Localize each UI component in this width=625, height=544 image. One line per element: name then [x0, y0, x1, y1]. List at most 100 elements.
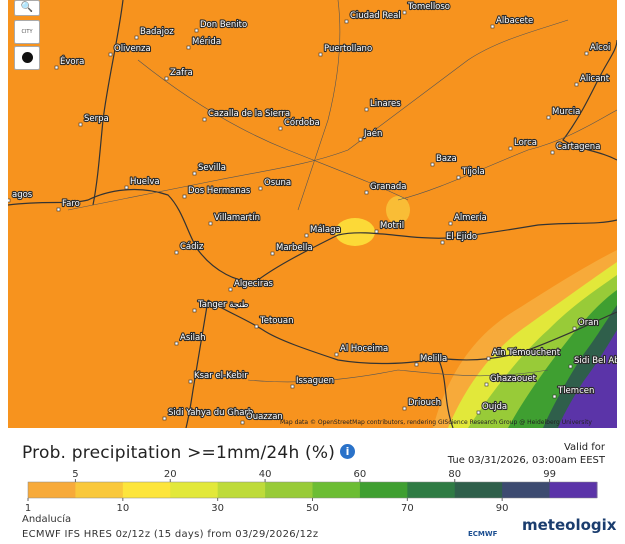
map[interactable]: Map data © OpenStreetMap contributors, r…: [8, 0, 617, 428]
city-label: Lorca: [514, 138, 537, 148]
city-marker: [574, 82, 579, 87]
city-marker: [164, 76, 169, 81]
borders: [8, 0, 617, 428]
city-label: agos: [12, 190, 33, 200]
tick-label: 30: [211, 503, 224, 512]
city-label: Almería: [454, 213, 487, 223]
city-marker: [182, 194, 187, 199]
city-marker: [572, 326, 577, 331]
colorbar-segment: [28, 482, 76, 498]
region: Andalucía: [22, 514, 72, 525]
city-marker: [364, 107, 369, 112]
city-label: Alcoi: [590, 43, 610, 53]
city-label: Ciudad Real: [350, 11, 401, 21]
city-label: Tlemcen: [557, 386, 594, 396]
city-label: Melilla: [420, 354, 447, 364]
prob-spot: [335, 218, 375, 246]
colorbar-segment: [170, 482, 219, 498]
city-marker: [490, 24, 495, 29]
city-label: Mérida: [192, 36, 221, 47]
city-marker: [134, 35, 139, 40]
city-label: Córdoba: [284, 117, 320, 128]
city-label: Murcia: [552, 107, 580, 117]
city-label: Olivenza: [114, 44, 151, 54]
city-label: Ouazzan: [246, 412, 283, 422]
city-marker: [358, 137, 363, 142]
city-marker: [258, 186, 263, 191]
city-label: Badajoz: [140, 27, 174, 37]
city-label: Granada: [370, 182, 407, 192]
zoom-button[interactable]: 🔍: [14, 0, 40, 16]
city-label: Málaga: [310, 225, 341, 235]
tick-label: 40: [259, 469, 272, 480]
city-marker: [174, 250, 179, 255]
tick-label: 99: [543, 469, 556, 480]
city-marker: [364, 190, 369, 195]
tick-label: 90: [496, 503, 509, 512]
tick-label: 80: [448, 469, 461, 480]
city-label: El Ejido: [446, 232, 477, 242]
city-label: Asilah: [180, 333, 206, 343]
city-marker: [186, 45, 191, 50]
city-marker: [374, 229, 379, 234]
brand-logo: meteologix: [522, 516, 617, 534]
city-marker: [254, 324, 259, 329]
city-marker: [584, 51, 589, 56]
city-marker: [304, 233, 309, 238]
colorbar-segment: [407, 482, 456, 498]
city-marker: [278, 126, 283, 131]
city-marker: [546, 115, 551, 120]
city-marker: [508, 146, 513, 151]
city-marker: [344, 19, 349, 24]
city-marker: [162, 416, 167, 421]
city-marker: [318, 52, 323, 57]
city-label: Ghazaouet: [490, 374, 537, 384]
info-button[interactable]: i: [340, 444, 355, 459]
city-label: Marbella: [276, 243, 313, 253]
model-info: ECMWF IFS HRES 0z/12z (15 days) from 03/…: [22, 529, 319, 540]
tick-label: 70: [401, 503, 414, 512]
tick-label: 10: [116, 503, 129, 512]
city-marker: [552, 394, 557, 399]
city-marker: [334, 352, 339, 357]
colorbar: 1 10 30 50 70 90 5 20 40 60 80 99: [25, 469, 598, 512]
city-label: Tanger طنجة: [197, 300, 249, 310]
city-label: Motril: [380, 221, 404, 231]
colorbar-segment: [122, 482, 171, 498]
colorbar-segment: [312, 482, 361, 498]
city-button[interactable]: CITY: [14, 20, 40, 44]
city-marker: [174, 341, 179, 346]
city-label: Osuna: [264, 178, 291, 188]
city-label: Tomelloso: [407, 2, 450, 12]
city-marker: [228, 287, 233, 292]
city-marker: [208, 221, 213, 226]
city-label: Ksar el-Kebir: [194, 371, 248, 381]
city-marker: [290, 384, 295, 389]
city-label: Oran: [578, 318, 599, 328]
city-marker: [430, 162, 435, 167]
city-label: Dos Hermanas: [188, 186, 251, 196]
prob-band: [558, 330, 617, 428]
tick-label: 1: [25, 503, 31, 512]
dot-icon: [21, 52, 33, 63]
city-label: Algeciras: [234, 279, 274, 289]
city-marker: [402, 10, 407, 15]
city-label: Issaguen: [296, 376, 334, 386]
title: Prob. precipitation >=1mm/24h (%): [22, 443, 336, 463]
city-marker: [54, 65, 59, 70]
city-label: Don Benito: [200, 20, 247, 30]
city-marker: [440, 240, 445, 245]
tick-label: 50: [306, 503, 319, 512]
city-label: Villamartín: [214, 213, 260, 223]
city-label: Serpa: [84, 114, 109, 124]
city-marker: [240, 420, 245, 425]
city-label: Aïn Témouchent: [492, 347, 561, 358]
city-label: Zafra: [170, 68, 193, 78]
dot-button[interactable]: [14, 46, 40, 70]
colorbar-segment: [502, 482, 551, 498]
valid-label: Valid for: [563, 442, 605, 453]
ecmwf-logo: ECMWF: [468, 530, 498, 538]
city-label: Huelva: [130, 177, 160, 187]
city-label: Faro: [62, 199, 80, 209]
